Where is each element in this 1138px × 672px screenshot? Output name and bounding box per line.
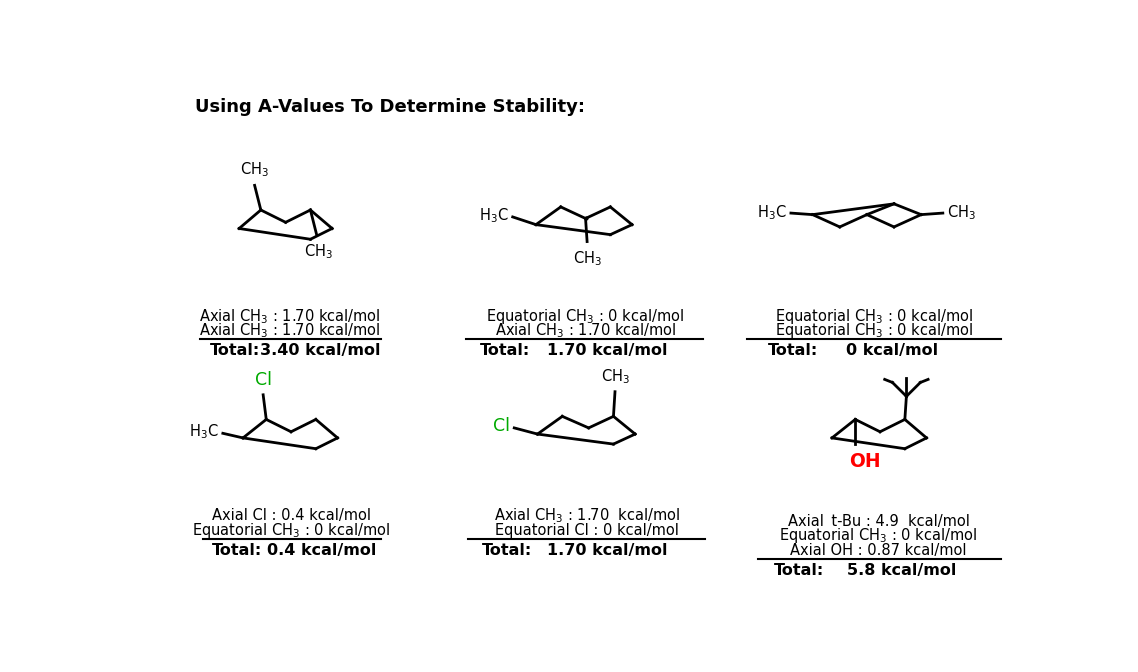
Text: 0.4 kcal/mol: 0.4 kcal/mol: [267, 543, 377, 558]
Text: Axial  t-Bu : 4.9  kcal/mol: Axial t-Bu : 4.9 kcal/mol: [787, 513, 970, 529]
Text: CH$_3$: CH$_3$: [947, 203, 975, 222]
Text: CH$_3$: CH$_3$: [601, 367, 630, 386]
Text: Using A-Values To Determine Stability:: Using A-Values To Determine Stability:: [195, 97, 585, 116]
Text: Equatorial CH$_3$ : 0 kcal/mol: Equatorial CH$_3$ : 0 kcal/mol: [775, 306, 973, 326]
Text: 5.8 kcal/mol: 5.8 kcal/mol: [847, 563, 956, 578]
Text: 0 kcal/mol: 0 kcal/mol: [847, 343, 939, 358]
Text: Total:: Total:: [480, 343, 530, 358]
Text: 1.70 kcal/mol: 1.70 kcal/mol: [547, 343, 668, 358]
Text: Equatorial Cl : 0 kcal/mol: Equatorial Cl : 0 kcal/mol: [495, 523, 679, 538]
Text: Total:: Total:: [211, 343, 261, 358]
Text: Total:: Total:: [481, 543, 531, 558]
Text: Equatorial CH$_3$ : 0 kcal/mol: Equatorial CH$_3$ : 0 kcal/mol: [486, 306, 685, 326]
Text: Total:: Total:: [768, 343, 818, 358]
Text: Equatorial CH$_3$ : 0 kcal/mol: Equatorial CH$_3$ : 0 kcal/mol: [192, 521, 390, 540]
Text: 1.70 kcal/mol: 1.70 kcal/mol: [547, 543, 668, 558]
Text: Axial CH$_3$ : 1.70 kcal/mol: Axial CH$_3$ : 1.70 kcal/mol: [199, 321, 380, 340]
Text: Total:: Total:: [774, 563, 825, 578]
Text: H$_3$C: H$_3$C: [189, 423, 218, 441]
Text: CH$_3$: CH$_3$: [240, 161, 269, 179]
Text: Cl: Cl: [255, 371, 272, 388]
Text: Total:: Total:: [212, 543, 262, 558]
Text: CH$_3$: CH$_3$: [304, 243, 332, 261]
Text: Equatorial CH$_3$ : 0 kcal/mol: Equatorial CH$_3$ : 0 kcal/mol: [775, 321, 973, 341]
Text: OH: OH: [849, 452, 881, 471]
Text: Cl: Cl: [493, 417, 510, 435]
Text: Axial Cl : 0.4 kcal/mol: Axial Cl : 0.4 kcal/mol: [212, 508, 371, 523]
Text: H$_3$C: H$_3$C: [758, 203, 787, 222]
Text: Axial OH : 0.87 kcal/mol: Axial OH : 0.87 kcal/mol: [790, 543, 967, 558]
Text: Equatorial CH$_3$ : 0 kcal/mol: Equatorial CH$_3$ : 0 kcal/mol: [780, 526, 978, 545]
Text: CH$_3$: CH$_3$: [574, 249, 602, 268]
Text: Axial CH$_3$ : 1.70 kcal/mol: Axial CH$_3$ : 1.70 kcal/mol: [199, 307, 380, 326]
Text: 3.40 kcal/mol: 3.40 kcal/mol: [261, 343, 381, 358]
Text: Axial CH$_3$ : 1.70 kcal/mol: Axial CH$_3$ : 1.70 kcal/mol: [495, 321, 676, 340]
Text: H$_3$C: H$_3$C: [479, 206, 509, 224]
Text: Axial CH$_3$ : 1.70  kcal/mol: Axial CH$_3$ : 1.70 kcal/mol: [494, 506, 681, 525]
